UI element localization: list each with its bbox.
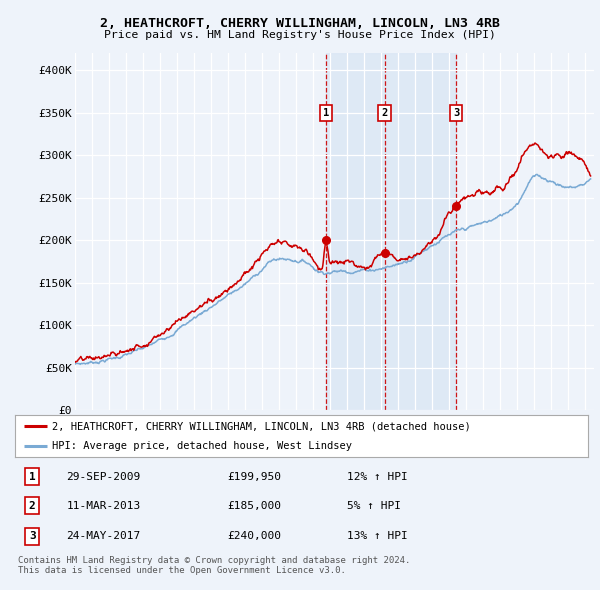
Text: 12% ↑ HPI: 12% ↑ HPI (347, 471, 408, 481)
Text: Contains HM Land Registry data © Crown copyright and database right 2024.
This d: Contains HM Land Registry data © Crown c… (18, 556, 410, 575)
Text: 3: 3 (29, 531, 35, 541)
Text: 13% ↑ HPI: 13% ↑ HPI (347, 531, 408, 541)
Text: 5% ↑ HPI: 5% ↑ HPI (347, 501, 401, 511)
Text: Price paid vs. HM Land Registry's House Price Index (HPI): Price paid vs. HM Land Registry's House … (104, 30, 496, 40)
Text: £185,000: £185,000 (227, 501, 281, 511)
Text: £240,000: £240,000 (227, 531, 281, 541)
Text: 11-MAR-2013: 11-MAR-2013 (67, 501, 141, 511)
Text: 1: 1 (29, 471, 35, 481)
Text: 2: 2 (382, 107, 388, 117)
Text: 29-SEP-2009: 29-SEP-2009 (67, 471, 141, 481)
Text: 2: 2 (29, 501, 35, 511)
Text: 1: 1 (323, 107, 329, 117)
Bar (326, 53, 456, 410)
Text: £199,950: £199,950 (227, 471, 281, 481)
Text: 2, HEATHCROFT, CHERRY WILLINGHAM, LINCOLN, LN3 4RB: 2, HEATHCROFT, CHERRY WILLINGHAM, LINCOL… (100, 17, 500, 30)
Text: 24-MAY-2017: 24-MAY-2017 (67, 531, 141, 541)
Text: HPI: Average price, detached house, West Lindsey: HPI: Average price, detached house, West… (52, 441, 352, 451)
Text: 3: 3 (453, 107, 459, 117)
Text: 2, HEATHCROFT, CHERRY WILLINGHAM, LINCOLN, LN3 4RB (detached house): 2, HEATHCROFT, CHERRY WILLINGHAM, LINCOL… (52, 421, 471, 431)
